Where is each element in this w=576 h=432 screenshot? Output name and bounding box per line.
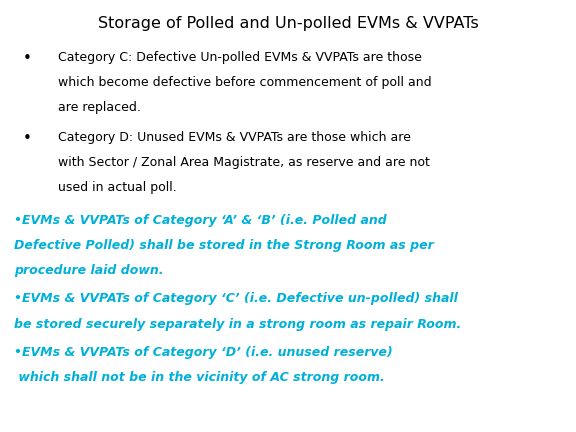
Text: Defective Polled) shall be stored in the Strong Room as per: Defective Polled) shall be stored in the…: [14, 239, 434, 252]
Text: Category C: Defective Un-polled EVMs & VVPATs are those: Category C: Defective Un-polled EVMs & V…: [58, 51, 422, 64]
Text: used in actual poll.: used in actual poll.: [58, 181, 176, 194]
Text: with Sector / Zonal Area Magistrate, as reserve and are not: with Sector / Zonal Area Magistrate, as …: [58, 156, 430, 169]
Text: •: •: [23, 51, 32, 66]
Text: •EVMs & VVPATs of Category ‘C’ (i.e. Defective un-polled) shall: •EVMs & VVPATs of Category ‘C’ (i.e. Def…: [14, 292, 458, 305]
Text: Storage of Polled and Un-polled EVMs & VVPATs: Storage of Polled and Un-polled EVMs & V…: [97, 16, 479, 32]
Text: •: •: [23, 131, 32, 146]
Text: be stored securely separately in a strong room as repair Room.: be stored securely separately in a stron…: [14, 318, 461, 330]
Text: which become defective before commencement of poll and: which become defective before commenceme…: [58, 76, 431, 89]
Text: which shall not be in the vicinity of AC strong room.: which shall not be in the vicinity of AC…: [14, 371, 385, 384]
Text: procedure laid down.: procedure laid down.: [14, 264, 164, 277]
Text: •EVMs & VVPATs of Category ‘A’ & ‘B’ (i.e. Polled and: •EVMs & VVPATs of Category ‘A’ & ‘B’ (i.…: [14, 214, 387, 227]
Text: •EVMs & VVPATs of Category ‘D’ (i.e. unused reserve): •EVMs & VVPATs of Category ‘D’ (i.e. unu…: [14, 346, 393, 359]
Text: Category D: Unused EVMs & VVPATs are those which are: Category D: Unused EVMs & VVPATs are tho…: [58, 131, 411, 144]
Text: are replaced.: are replaced.: [58, 101, 141, 114]
